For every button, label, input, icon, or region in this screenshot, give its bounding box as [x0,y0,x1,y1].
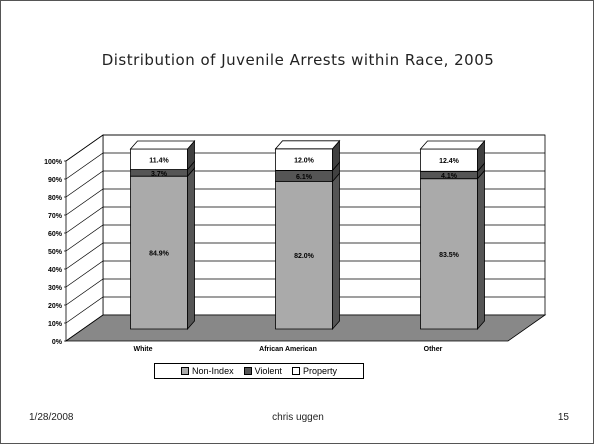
y-tick-label: 50% [48,249,63,256]
footer-page-number: 15 [557,412,569,423]
x-category-label: African American [259,346,317,353]
gridline [65,170,545,198]
bar-top [419,140,486,150]
y-tick-label: 60% [48,231,63,238]
data-label: 12.4% [439,158,460,165]
y-tick-label: 70% [48,213,63,220]
x-category-label: Other [424,346,443,353]
gridline [65,242,545,270]
data-label: 3.7% [151,171,168,178]
y-tick-label: 90% [48,177,63,184]
data-label: 84.9% [149,251,170,258]
gridline [65,188,545,216]
legend-swatch-violent [243,367,252,375]
gridline [65,260,545,288]
data-label: 83.5% [439,252,460,259]
y-tick-label: 10% [48,321,63,328]
data-label: 4.1% [441,173,458,180]
gridline [65,152,545,180]
gridline [65,278,545,306]
bar-side-non-index [332,172,340,331]
legend-item-property: Property [291,366,337,376]
footer-date: 1/28/2008 [29,412,74,423]
legend-item-violent: Violent [243,366,282,376]
bar-top [274,140,341,150]
legend-swatch-non-index [181,367,190,375]
bar-side-non-index [187,167,195,331]
legend-label-non-index: Non-Index [192,366,234,376]
legend-label-property: Property [302,366,337,376]
gridline [65,206,545,234]
bar-top [129,140,196,150]
y-tick-label: 80% [48,195,63,202]
y-tick-label: 30% [48,285,63,292]
data-label: 6.1% [296,174,313,181]
bar-side-non-index [477,169,485,331]
y-tick-label: 0% [52,339,63,346]
chart-legend: Non-Index Violent Property [154,363,364,379]
y-tick-label: 100% [44,159,63,166]
legend-item-non-index: Non-Index [181,366,234,376]
y-tick-label: 40% [48,267,63,274]
gridline [65,224,545,252]
gridline [65,296,545,324]
legend-swatch-property [291,367,300,375]
data-label: 82.0% [294,253,315,260]
y-tick-label: 20% [48,303,63,310]
legend-label-violent: Violent [254,366,282,376]
data-label: 12.0% [294,158,315,165]
data-label: 11.4% [149,157,169,164]
x-category-label: White [133,346,152,353]
footer-author: chris uggen [272,412,324,423]
slide-title: Distribution of Juvenile Arrests within … [101,51,495,69]
gridline [65,134,545,162]
